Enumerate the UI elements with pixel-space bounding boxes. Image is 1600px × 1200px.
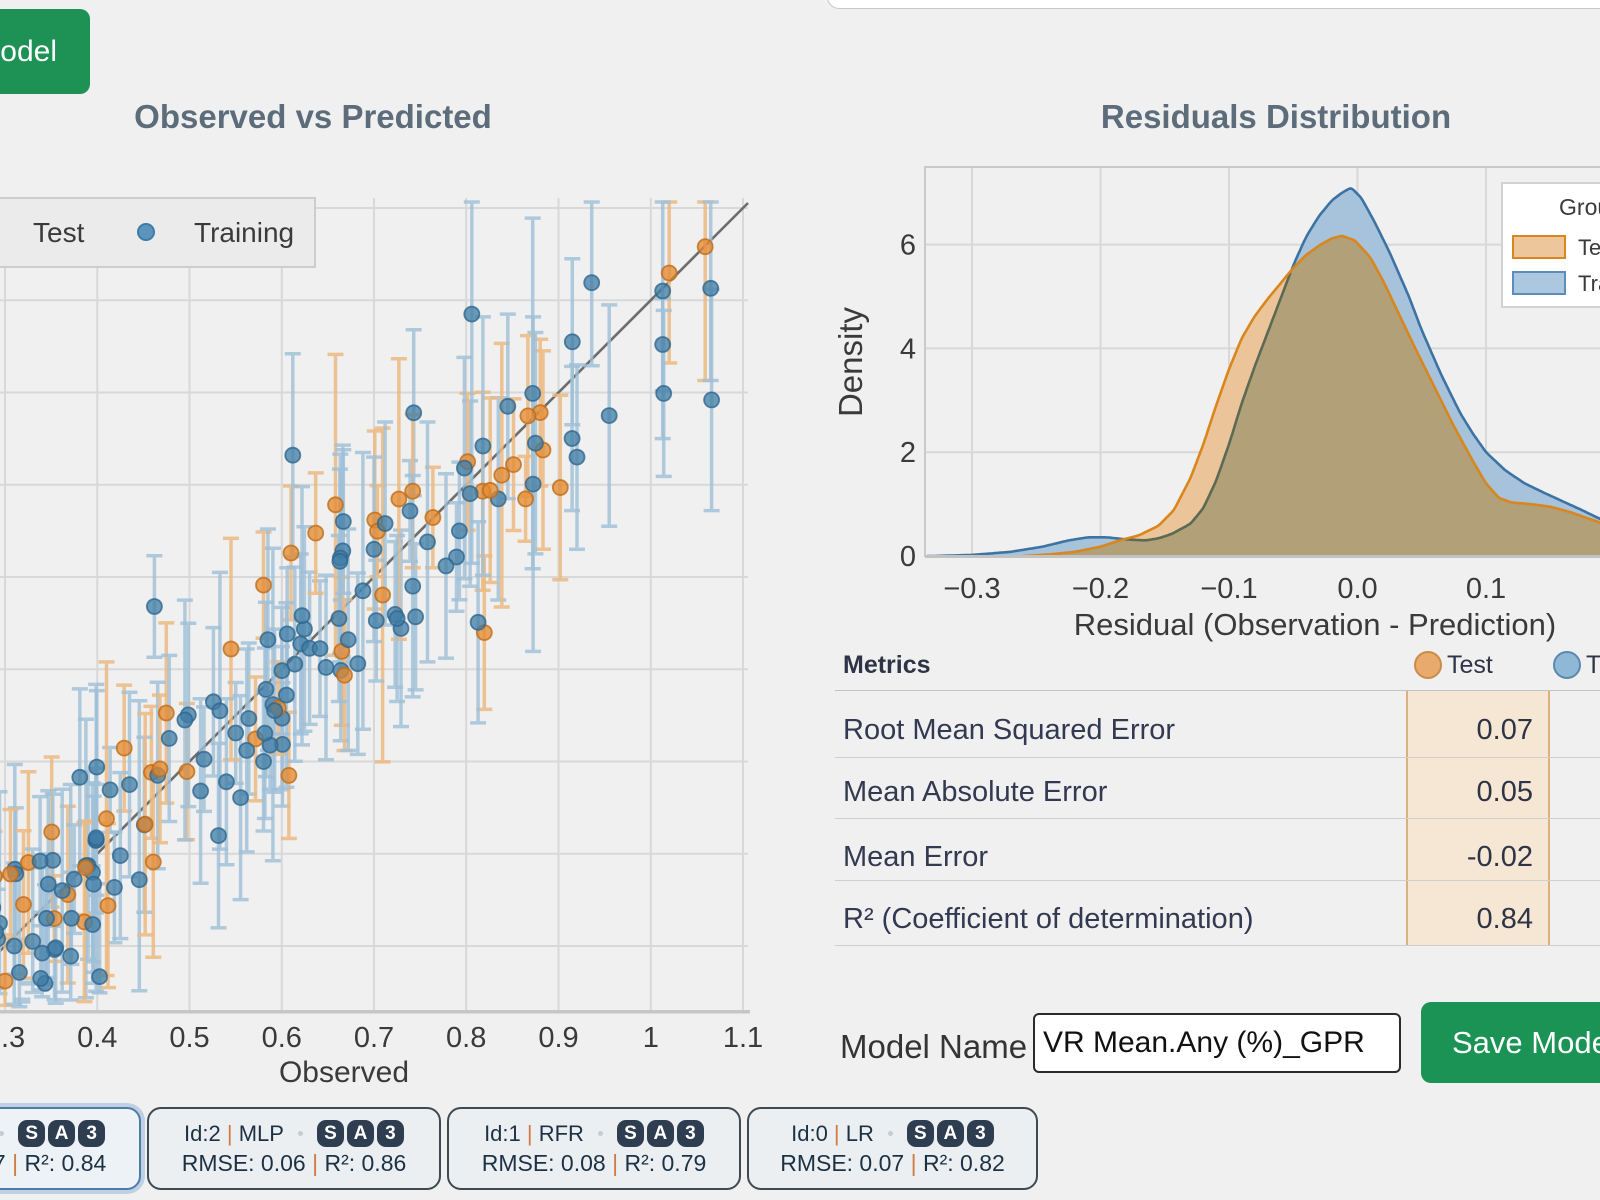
svg-text:0.3: 0.3 [0,1022,25,1054]
svg-text:Test: Test [1578,235,1600,260]
svg-text:Training: Training [194,217,294,248]
svg-text:Observed vs Predicted: Observed vs Predicted [134,98,492,135]
svg-text:1: 1 [643,1022,659,1054]
svg-text:Training: Training [1578,271,1600,296]
svg-text:T: T [1586,651,1600,679]
svg-text:−0.3: −0.3 [943,573,1000,605]
svg-text:Residuals Distribution: Residuals Distribution [1101,98,1451,135]
svg-text:2: 2 [900,437,916,469]
svg-text:1.1: 1.1 [723,1022,763,1054]
svg-text:Test: Test [1447,651,1493,679]
svg-text:Residual (Observation - Predic: Residual (Observation - Prediction) [1074,607,1556,642]
svg-text:−0.2: −0.2 [1072,573,1129,605]
svg-text:0.6: 0.6 [262,1022,302,1054]
svg-text:0.7: 0.7 [354,1022,394,1054]
svg-text:Observed: Observed [279,1056,409,1089]
svg-text:0.9: 0.9 [538,1022,578,1054]
svg-text:0.1: 0.1 [1466,573,1506,605]
svg-text:Test: Test [33,217,85,248]
svg-text:Density: Density [832,306,869,417]
svg-text:0.4: 0.4 [77,1022,117,1054]
svg-text:4: 4 [900,333,916,365]
svg-text:6: 6 [900,230,916,262]
svg-text:Group: Group [1559,194,1600,220]
svg-text:−0.1: −0.1 [1200,573,1257,605]
svg-text:0.0: 0.0 [1337,573,1377,605]
svg-text:0.5: 0.5 [169,1022,209,1054]
svg-text:0.8: 0.8 [446,1022,486,1054]
svg-text:0: 0 [900,541,916,573]
